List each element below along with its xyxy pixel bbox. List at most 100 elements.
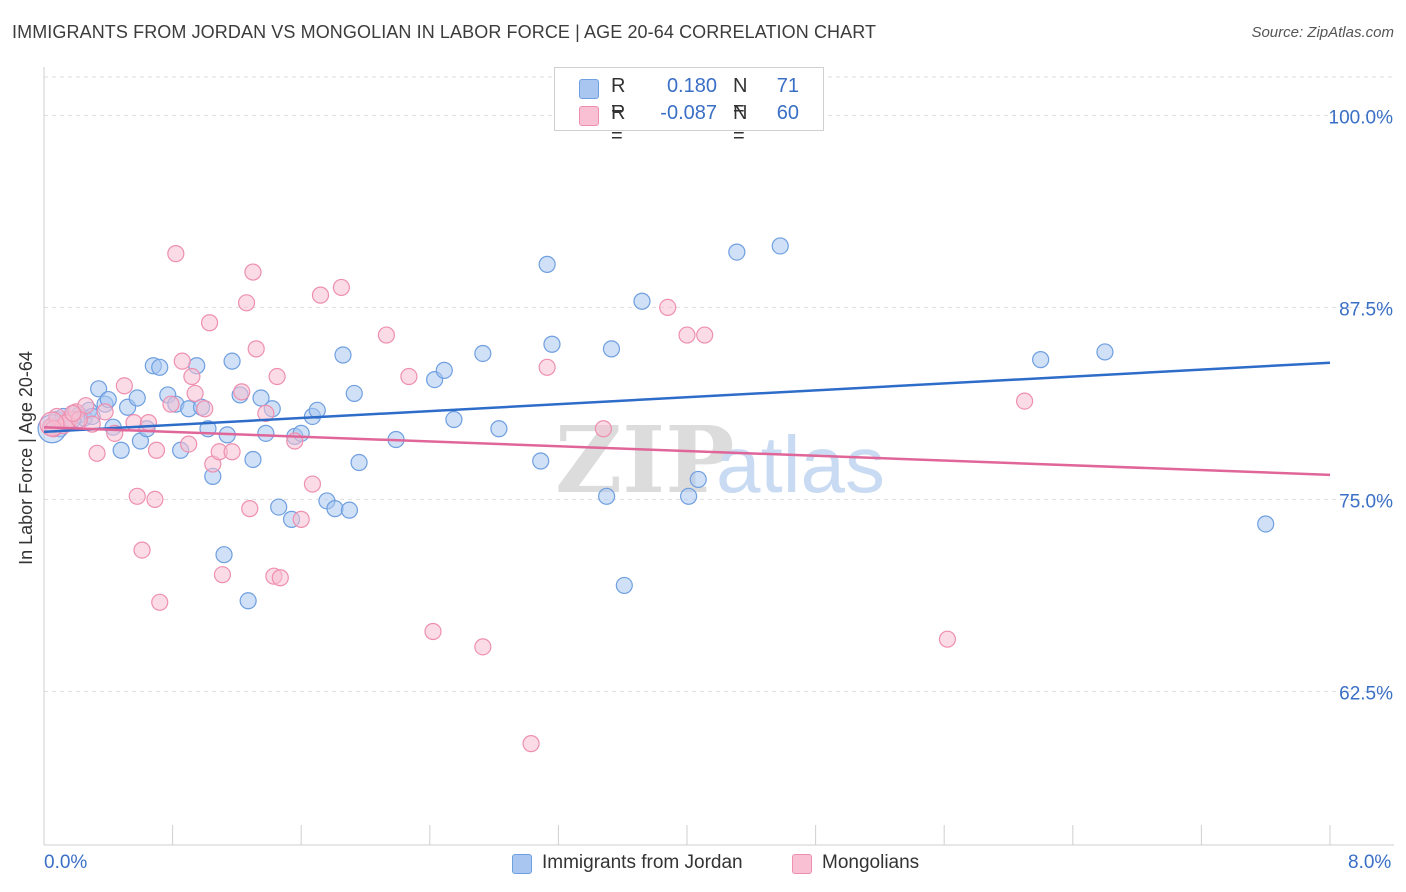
data-point xyxy=(602,340,621,358)
data-point xyxy=(241,500,259,518)
trend-line xyxy=(43,361,1331,434)
data-point xyxy=(615,576,633,595)
data-point xyxy=(162,395,180,413)
data-point xyxy=(237,294,256,312)
data-point xyxy=(139,414,158,432)
data-point xyxy=(200,314,219,332)
data-point xyxy=(598,487,616,505)
data-point xyxy=(146,490,164,508)
data-point xyxy=(223,352,241,370)
data-point xyxy=(1096,343,1114,361)
legend-r-value: -0.087 xyxy=(660,102,717,124)
y-tick-label: 100.0% xyxy=(1329,107,1394,128)
legend-r-value: 0.180 xyxy=(666,75,717,97)
data-point xyxy=(532,452,550,470)
data-point xyxy=(88,444,106,462)
data-point xyxy=(490,420,508,438)
data-point xyxy=(257,424,275,442)
data-point xyxy=(213,566,232,584)
data-point xyxy=(474,344,492,363)
data-point xyxy=(728,243,746,261)
watermark-zip: ZIP xyxy=(555,406,734,514)
data-point xyxy=(128,389,146,407)
data-point xyxy=(128,487,146,505)
data-point xyxy=(292,510,310,528)
data-point xyxy=(244,450,262,469)
data-point xyxy=(538,358,556,376)
data-point xyxy=(252,389,270,407)
data-point xyxy=(326,500,344,518)
series-legend: Immigrants from Jordan Mongolians xyxy=(0,852,1406,878)
data-point xyxy=(133,541,151,559)
data-point xyxy=(64,404,82,422)
data-point xyxy=(522,735,540,753)
data-point xyxy=(771,237,789,255)
data-point xyxy=(96,403,114,421)
data-point xyxy=(147,441,166,459)
legend-label-jordan: Immigrants from Jordan xyxy=(542,852,743,873)
data-point xyxy=(77,397,95,415)
legend-n-value: 60 xyxy=(776,102,799,124)
legend-n-label: N = xyxy=(733,75,748,120)
data-point xyxy=(1032,351,1050,369)
data-point xyxy=(345,384,363,403)
data-point xyxy=(257,404,275,422)
data-point xyxy=(424,622,442,641)
data-point xyxy=(332,278,350,297)
data-point xyxy=(183,367,201,386)
data-point xyxy=(233,383,251,401)
data-point xyxy=(196,400,214,418)
legend-r-label: R = xyxy=(611,102,626,147)
legend-n-label: N = xyxy=(733,102,748,147)
data-point xyxy=(659,298,677,316)
data-point xyxy=(633,292,651,310)
data-point xyxy=(151,593,169,611)
legend-swatch-mongolians xyxy=(579,106,599,126)
data-point xyxy=(1257,515,1275,533)
data-point xyxy=(543,335,561,353)
trend-lines xyxy=(43,361,1331,477)
data-point xyxy=(223,443,241,461)
x-tick-max: 8.0% xyxy=(1348,852,1392,873)
data-point xyxy=(678,326,696,344)
data-point xyxy=(400,367,418,386)
data-point xyxy=(115,377,133,395)
data-point xyxy=(271,569,289,587)
y-tick-label: 87.5% xyxy=(1339,299,1393,320)
data-point xyxy=(435,361,453,379)
y-axis-title: In Labor Force | Age 20-64 xyxy=(16,351,36,565)
y-tick-label: 62.5% xyxy=(1339,683,1393,704)
trend-line xyxy=(43,425,1331,477)
data-point xyxy=(538,255,556,273)
data-point xyxy=(938,630,957,648)
data-point xyxy=(1015,392,1034,410)
y-tick-label: 75.0% xyxy=(1339,491,1393,512)
data-point xyxy=(303,475,322,493)
data-point xyxy=(445,410,463,429)
data-point xyxy=(239,592,257,610)
data-point xyxy=(377,326,395,344)
legend-n-value: 71 xyxy=(776,75,799,97)
y-tick-labels: 100.0% 87.5% 75.0% 62.5% xyxy=(1329,107,1394,704)
data-point xyxy=(180,435,198,453)
data-point xyxy=(215,546,233,564)
data-point xyxy=(594,420,613,438)
data-point xyxy=(689,470,707,489)
chart-source: Source: ZipAtlas.com xyxy=(1251,24,1394,41)
x-tick-min: 0.0% xyxy=(44,852,88,873)
data-point xyxy=(311,286,330,304)
legend-r-label: R = xyxy=(611,75,626,120)
data-point xyxy=(244,263,262,281)
legend-label-mongolians: Mongolians xyxy=(822,852,920,873)
data-point xyxy=(340,501,359,519)
legend-swatch-mongolians xyxy=(792,854,812,874)
data-point xyxy=(680,487,698,505)
watermark-atlas: atlas xyxy=(716,420,885,509)
data-point xyxy=(112,441,130,459)
data-point xyxy=(334,346,352,364)
data-point xyxy=(247,340,265,358)
data-point xyxy=(270,498,288,516)
data-point xyxy=(90,380,108,398)
data-point xyxy=(173,352,191,370)
